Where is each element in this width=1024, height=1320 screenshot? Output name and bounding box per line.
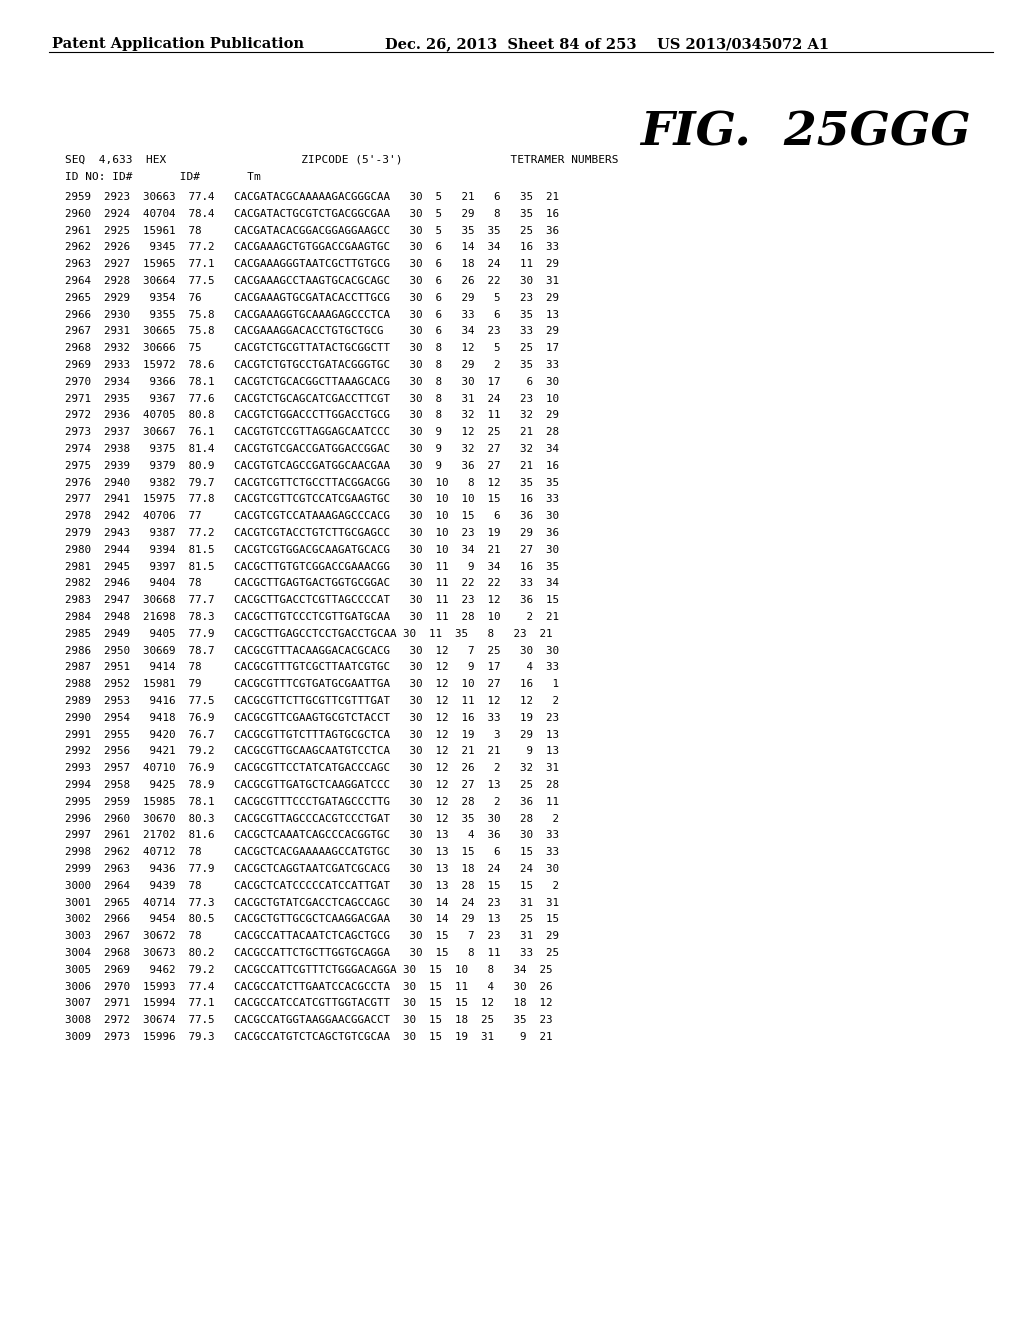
Text: 2977  2941  15975  77.8   CACGTCGTTCGTCCATCGAAGTGC   30  10  10  15   16  33: 2977 2941 15975 77.8 CACGTCGTTCGTCCATCGA… bbox=[65, 495, 559, 504]
Text: 2983  2947  30668  77.7   CACGCTTGACCTCGTTAGCCCCAT   30  11  23  12   36  15: 2983 2947 30668 77.7 CACGCTTGACCTCGTTAGC… bbox=[65, 595, 559, 605]
Text: 2995  2959  15985  78.1   CACGCGTTTCCCTGATAGCCCTTG   30  12  28   2   36  11: 2995 2959 15985 78.1 CACGCGTTTCCCTGATAGC… bbox=[65, 797, 559, 807]
Text: 2974  2938   9375  81.4   CACGTGTCGACCGATGGACCGGAC   30  9   32  27   32  34: 2974 2938 9375 81.4 CACGTGTCGACCGATGGACC… bbox=[65, 444, 559, 454]
Text: 2971  2935   9367  77.6   CACGTCTGCAGCATCGACCTTCGT   30  8   31  24   23  10: 2971 2935 9367 77.6 CACGTCTGCAGCATCGACCT… bbox=[65, 393, 559, 404]
Text: 2976  2940   9382  79.7   CACGTCGTTCTGCCTTACGGACGG   30  10   8  12   35  35: 2976 2940 9382 79.7 CACGTCGTTCTGCCTTACGG… bbox=[65, 478, 559, 487]
Text: 2996  2960  30670  80.3   CACGCGTTAGCCCACGTCCCTGAT   30  12  35  30   28   2: 2996 2960 30670 80.3 CACGCGTTAGCCCACGTCC… bbox=[65, 813, 559, 824]
Text: 2973  2937  30667  76.1   CACGTGTCCGTTAGGAGCAATCCC   30  9   12  25   21  28: 2973 2937 30667 76.1 CACGTGTCCGTTAGGAGCA… bbox=[65, 428, 559, 437]
Text: 3000  2964   9439  78     CACGCTCATCCCCCATCCATTGAT   30  13  28  15   15   2: 3000 2964 9439 78 CACGCTCATCCCCCATCCATTG… bbox=[65, 880, 559, 891]
Text: 2990  2954   9418  76.9   CACGCGTTCGAAGTGCGTCTACCT   30  12  16  33   19  23: 2990 2954 9418 76.9 CACGCGTTCGAAGTGCGTCT… bbox=[65, 713, 559, 723]
Text: 2963  2927  15965  77.1   CACGAAAGGGTAATCGCTTGTGCG   30  6   18  24   11  29: 2963 2927 15965 77.1 CACGAAAGGGTAATCGCTT… bbox=[65, 259, 559, 269]
Text: 2972  2936  40705  80.8   CACGTCTGGACCCTTGGACCTGCG   30  8   32  11   32  29: 2972 2936 40705 80.8 CACGTCTGGACCCTTGGAC… bbox=[65, 411, 559, 420]
Text: ID NO: ID#       ID#       Tm: ID NO: ID# ID# Tm bbox=[65, 172, 261, 182]
Text: 2959  2923  30663  77.4   CACGATACGCAAAAAGACGGGCAA   30  5   21   6   35  21: 2959 2923 30663 77.4 CACGATACGCAAAAAGACG… bbox=[65, 191, 559, 202]
Text: 2981  2945   9397  81.5   CACGCTTGTGTCGGACCGAAACGG   30  11   9  34   16  35: 2981 2945 9397 81.5 CACGCTTGTGTCGGACCGAA… bbox=[65, 561, 559, 572]
Text: 2975  2939   9379  80.9   CACGTGTCAGCCGATGGCAACGAA   30  9   36  27   21  16: 2975 2939 9379 80.9 CACGTGTCAGCCGATGGCAA… bbox=[65, 461, 559, 471]
Text: 2999  2963   9436  77.9   CACGCTCAGGTAATCGATCGCACG   30  13  18  24   24  30: 2999 2963 9436 77.9 CACGCTCAGGTAATCGATCG… bbox=[65, 865, 559, 874]
Text: 2969  2933  15972  78.6   CACGTCTGTGCCTGATACGGGTGC   30  8   29   2   35  33: 2969 2933 15972 78.6 CACGTCTGTGCCTGATACG… bbox=[65, 360, 559, 370]
Text: 3003  2967  30672  78     CACGCCATTACAATCTCAGCTGCG   30  15   7  23   31  29: 3003 2967 30672 78 CACGCCATTACAATCTCAGCT… bbox=[65, 931, 559, 941]
Text: 3004  2968  30673  80.2   CACGCCATTCTGCTTGGTGCAGGA   30  15   8  11   33  25: 3004 2968 30673 80.2 CACGCCATTCTGCTTGGTG… bbox=[65, 948, 559, 958]
Text: 2998  2962  40712  78     CACGCTCACGAAAAAGCCATGTGC   30  13  15   6   15  33: 2998 2962 40712 78 CACGCTCACGAAAAAGCCATG… bbox=[65, 847, 559, 857]
Text: Dec. 26, 2013  Sheet 84 of 253    US 2013/0345072 A1: Dec. 26, 2013 Sheet 84 of 253 US 2013/03… bbox=[385, 37, 829, 51]
Text: 2993  2957  40710  76.9   CACGCGTTCCTATCATGACCCAGC   30  12  26   2   32  31: 2993 2957 40710 76.9 CACGCGTTCCTATCATGAC… bbox=[65, 763, 559, 774]
Text: 2980  2944   9394  81.5   CACGTCGTGGACGCAAGATGCACG   30  10  34  21   27  30: 2980 2944 9394 81.5 CACGTCGTGGACGCAAGATG… bbox=[65, 545, 559, 554]
Text: 2967  2931  30665  75.8   CACGAAAGGACACCTGTGCTGCG    30  6   34  23   33  29: 2967 2931 30665 75.8 CACGAAAGGACACCTGTGC… bbox=[65, 326, 559, 337]
Text: 2986  2950  30669  78.7   CACGCGTTTACAAGGACACGCACG   30  12   7  25   30  30: 2986 2950 30669 78.7 CACGCGTTTACAAGGACAC… bbox=[65, 645, 559, 656]
Text: 2978  2942  40706  77     CACGTCGTCCATAAAGAGCCCACG   30  10  15   6   36  30: 2978 2942 40706 77 CACGTCGTCCATAAAGAGCCC… bbox=[65, 511, 559, 521]
Text: 3006  2970  15993  77.4   CACGCCATCTTGAATCCACGCCTA  30  15  11   4   30  26: 3006 2970 15993 77.4 CACGCCATCTTGAATCCAC… bbox=[65, 982, 553, 991]
Text: 3008  2972  30674  77.5   CACGCCATGGTAAGGAACGGACCT  30  15  18  25   35  23: 3008 2972 30674 77.5 CACGCCATGGTAAGGAACG… bbox=[65, 1015, 553, 1026]
Text: 2991  2955   9420  76.7   CACGCGTTGTCTTTАGTGCGCTCA   30  12  19   3   29  13: 2991 2955 9420 76.7 CACGCGTTGTCTTTАGTGCG… bbox=[65, 730, 559, 739]
Text: FIG.  25GGG: FIG. 25GGG bbox=[640, 110, 971, 156]
Text: 2994  2958   9425  78.9   CACGCGTTGATGCTCAAGGATCCC   30  12  27  13   25  28: 2994 2958 9425 78.9 CACGCGTTGATGCTCAAGGA… bbox=[65, 780, 559, 789]
Text: 3001  2965  40714  77.3   CACGCTGTATCGACCTCAGCCAGC   30  14  24  23   31  31: 3001 2965 40714 77.3 CACGCTGTATCGACCTCAG… bbox=[65, 898, 559, 908]
Text: 3005  2969   9462  79.2   CACGCCATTCGTTTCTGGGACAGGA 30  15  10   8   34  25: 3005 2969 9462 79.2 CACGCCATTCGTTTCTGGGA… bbox=[65, 965, 553, 974]
Text: 2979  2943   9387  77.2   CACGTCGTACCTGTCTTGCGAGCC   30  10  23  19   29  36: 2979 2943 9387 77.2 CACGTCGTACCTGTCTTGCG… bbox=[65, 528, 559, 539]
Text: 2987  2951   9414  78     CACGCGTTTGTCGCTTAATCGTGC   30  12   9  17    4  33: 2987 2951 9414 78 CACGCGTTTGTCGCTTAATCGT… bbox=[65, 663, 559, 672]
Text: 3007  2971  15994  77.1   CACGCCATCCATCGTTGGTACGTT  30  15  15  12   18  12: 3007 2971 15994 77.1 CACGCCATCCATCGTTGGT… bbox=[65, 998, 553, 1008]
Text: 2992  2956   9421  79.2   CACGCGTTGCAAGCAATGTCCTCA   30  12  21  21    9  13: 2992 2956 9421 79.2 CACGCGTTGCAAGCAATGTC… bbox=[65, 746, 559, 756]
Text: 2997  2961  21702  81.6   CACGCTCAAATCAGCCCACGGTGC   30  13   4  36   30  33: 2997 2961 21702 81.6 CACGCTCAAATCAGCCCAC… bbox=[65, 830, 559, 841]
Text: 2985  2949   9405  77.9   CACGCTTGAGCCTCCTGACCTGCAA 30  11  35   8   23  21: 2985 2949 9405 77.9 CACGCTTGAGCCTCCTGACC… bbox=[65, 628, 553, 639]
Text: 2966  2930   9355  75.8   CACGAAAGGTGCAAAGAGCCCTCA   30  6   33   6   35  13: 2966 2930 9355 75.8 CACGAAAGGTGCAAAGAGCC… bbox=[65, 310, 559, 319]
Text: 2982  2946   9404  78     CACGCTTGAGTGACTGGTGCGGAC   30  11  22  22   33  34: 2982 2946 9404 78 CACGCTTGAGTGACTGGTGCGG… bbox=[65, 578, 559, 589]
Text: 2968  2932  30666  75     CACGTCTGCGTTATACTGCGGCTT   30  8   12   5   25  17: 2968 2932 30666 75 CACGTCTGCGTTATACTGCGG… bbox=[65, 343, 559, 354]
Text: 2988  2952  15981  79     CACGCGTTTCGTGATGCGAATTGA   30  12  10  27   16   1: 2988 2952 15981 79 CACGCGTTTCGTGATGCGAAT… bbox=[65, 680, 559, 689]
Text: 3009  2973  15996  79.3   CACGCCATGTCTCAGCTGTCGCAA  30  15  19  31    9  21: 3009 2973 15996 79.3 CACGCCATGTCTCAGCTGT… bbox=[65, 1032, 553, 1041]
Text: 2965  2929   9354  76     CACGAAAGTGCGATACACCTTGCG   30  6   29   5   23  29: 2965 2929 9354 76 CACGAAAGTGCGATACACCTTG… bbox=[65, 293, 559, 302]
Text: 2964  2928  30664  77.5   CACGAAAGCCTAAGTGCACGCAGC   30  6   26  22   30  31: 2964 2928 30664 77.5 CACGAAAGCCTAAGTGCAC… bbox=[65, 276, 559, 286]
Text: 2984  2948  21698  78.3   CACGCTTGTCCCTCGTTGATGCAA   30  11  28  10    2  21: 2984 2948 21698 78.3 CACGCTTGTCCCTCGTTGA… bbox=[65, 612, 559, 622]
Text: 2970  2934   9366  78.1   CACGTCTGCACGGCTTAAAGCACG   30  8   30  17    6  30: 2970 2934 9366 78.1 CACGTCTGCACGGCTTAAAG… bbox=[65, 376, 559, 387]
Text: SEQ  4,633  HEX                    ZIPCODE (5'-3')                TETRAMER NUMBE: SEQ 4,633 HEX ZIPCODE (5'-3') TETRAMER N… bbox=[65, 154, 618, 165]
Text: 3002  2966   9454  80.5   CACGCTGTTGCGCTCAAGGACGAA   30  14  29  13   25  15: 3002 2966 9454 80.5 CACGCTGTTGCGCTCAAGGA… bbox=[65, 915, 559, 924]
Text: 2989  2953   9416  77.5   CACGCGTTCTTGCGTTCGTTTGAT   30  12  11  12   12   2: 2989 2953 9416 77.5 CACGCGTTCTTGCGTTCGTT… bbox=[65, 696, 559, 706]
Text: 2962  2926   9345  77.2   CACGAAAGCTGTGGACCGAAGTGC   30  6   14  34   16  33: 2962 2926 9345 77.2 CACGAAAGCTGTGGACCGAA… bbox=[65, 243, 559, 252]
Text: 2960  2924  40704  78.4   CACGATACTGCGTCTGACGGCGAA   30  5   29   8   35  16: 2960 2924 40704 78.4 CACGATACTGCGTCTGACG… bbox=[65, 209, 559, 219]
Text: 2961  2925  15961  78     CACGATACACGGACGGAGGAAGCC   30  5   35  35   25  36: 2961 2925 15961 78 CACGATACACGGACGGAGGAA… bbox=[65, 226, 559, 235]
Text: Patent Application Publication: Patent Application Publication bbox=[52, 37, 304, 51]
